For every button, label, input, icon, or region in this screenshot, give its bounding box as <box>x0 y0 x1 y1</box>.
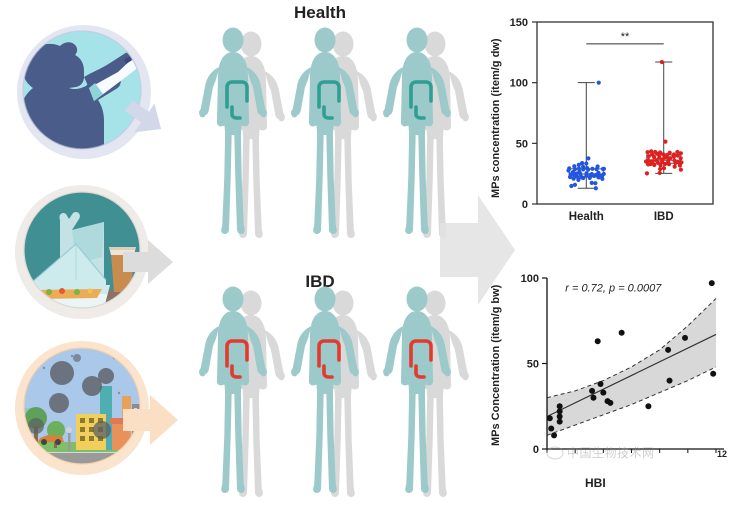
svg-text:100: 100 <box>510 78 528 90</box>
svg-text:0: 0 <box>533 444 539 456</box>
svg-text:0: 0 <box>522 199 528 211</box>
svg-text:150: 150 <box>510 17 528 29</box>
svg-text:IBD: IBD <box>654 211 674 223</box>
svg-text:**: ** <box>621 31 630 43</box>
svg-text:50: 50 <box>516 138 528 150</box>
svg-text:100: 100 <box>521 273 539 285</box>
svg-text:12: 12 <box>717 449 727 459</box>
svg-text:Health: Health <box>569 211 604 223</box>
svg-text:r = 0.72, p = 0.0007: r = 0.72, p = 0.0007 <box>565 283 662 295</box>
svg-text:50: 50 <box>527 359 539 371</box>
